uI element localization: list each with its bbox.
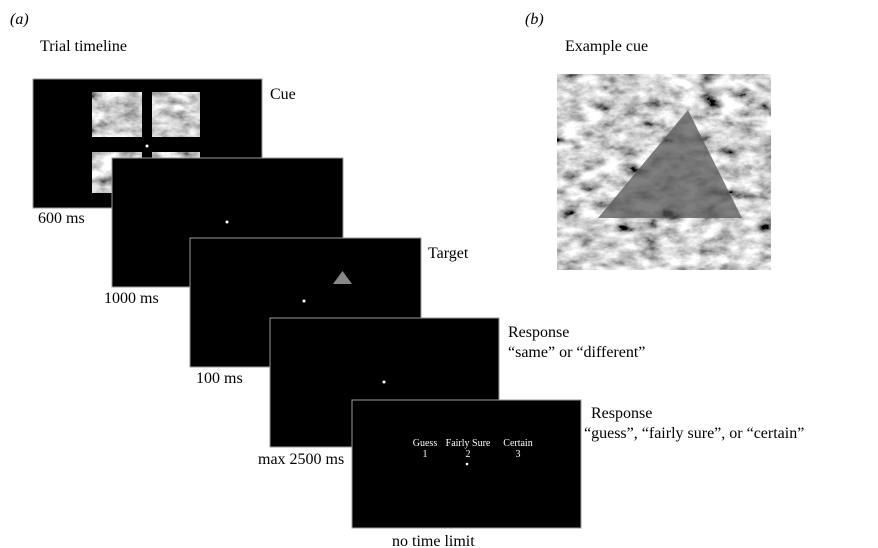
fixation <box>466 463 469 466</box>
caption: Response <box>591 405 652 422</box>
fixation <box>303 300 306 303</box>
duration: 100 ms <box>196 370 243 387</box>
caption: Cue <box>270 86 296 103</box>
caption: Response <box>508 324 569 341</box>
caption: “guess”, “fairly sure”, or “certain” <box>584 425 804 442</box>
panel-title: Trial timeline <box>40 38 127 55</box>
duration: no time limit <box>392 533 475 548</box>
example-cue <box>557 74 771 270</box>
caption: “same” or “different” <box>508 344 645 361</box>
texture-patch <box>152 92 200 137</box>
panel-title: Example cue <box>565 38 648 55</box>
figure: (a) Trial timeline (b) Example cue Cue 6… <box>0 0 878 548</box>
option-key: 2 <box>466 449 471 460</box>
fixation <box>146 145 149 148</box>
panel-label: (a) <box>10 11 29 28</box>
option-key: 3 <box>516 449 521 460</box>
duration: 600 ms <box>38 210 85 227</box>
option-label: Certain <box>503 438 532 449</box>
caption: Target <box>428 245 469 262</box>
option-key: 1 <box>423 449 428 460</box>
texture-patch <box>92 92 142 137</box>
option-label: Guess <box>413 438 438 449</box>
panel-label: (b) <box>525 11 544 28</box>
duration: max 2500 ms <box>258 451 344 468</box>
fixation <box>383 381 386 384</box>
fixation <box>226 221 229 224</box>
duration: 1000 ms <box>104 290 159 307</box>
option-label: Fairly Sure <box>446 438 491 449</box>
